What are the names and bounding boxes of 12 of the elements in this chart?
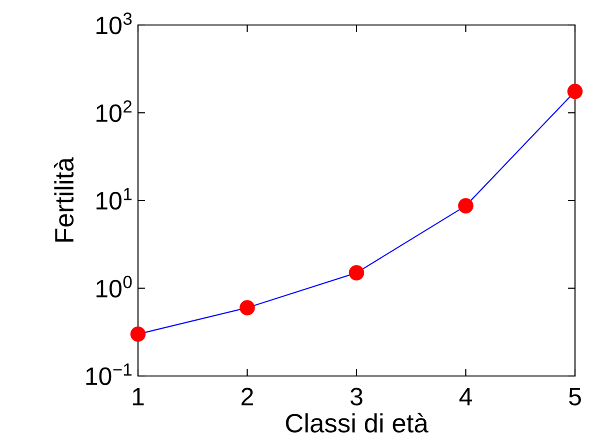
y-tick-label: 10$^{0}$ [96,276,132,298]
x-tick-label: 1 [132,388,144,406]
y-axis-title: Fertilità [54,157,74,242]
y-tick-label: 10$^{−1}$ [86,364,132,386]
y-tick-label: 10$^{2}$ [96,100,132,122]
x-tick-label: 3 [350,388,362,406]
x-tick-label: 4 [459,388,472,406]
y-tick-label: 10$^{1}$ [96,188,132,210]
x-axis-title: Classi di età [286,412,428,433]
x-tick-label: 2 [242,388,253,406]
x-tick-label: 5 [569,388,581,406]
y-tick-label: 10$^{3}$ [96,12,132,34]
